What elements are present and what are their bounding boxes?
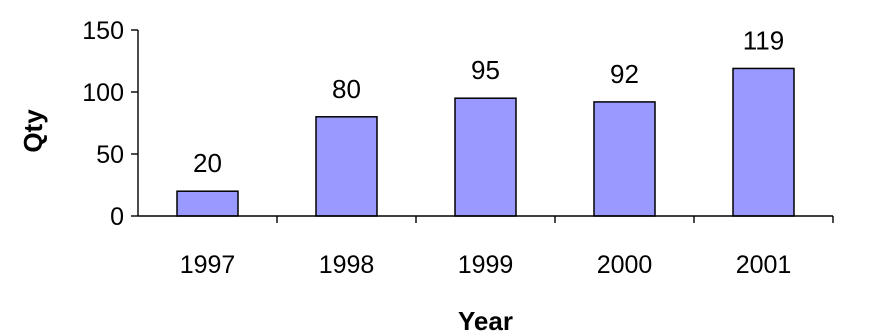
y-axis-ticks: 0 50 100 150: [82, 17, 138, 231]
bar-1997: [176, 190, 239, 217]
data-label-2001: 119: [743, 25, 784, 55]
x-axis-ticks: 1997 1998 1999 2000 2001: [180, 216, 834, 279]
y-tick-label: 50: [96, 141, 124, 169]
data-label-1997: 20: [193, 148, 222, 178]
x-tick-label-1999: 1999: [458, 251, 514, 279]
bar-2000: [593, 101, 656, 217]
x-tick-label-1998: 1998: [319, 251, 375, 279]
bar-1999: [454, 97, 517, 217]
bar-1998: [315, 116, 378, 217]
x-axis-title: Year: [458, 306, 513, 335]
data-label-1999: 95: [471, 55, 500, 85]
y-axis-title: Qty: [18, 109, 48, 153]
bars: 20 80 95 92 119: [176, 25, 795, 217]
x-tick-label-1997: 1997: [180, 251, 236, 279]
y-tick-label: 150: [82, 17, 124, 45]
bar-2001: [732, 67, 795, 217]
data-label-1998: 80: [332, 74, 361, 104]
data-label-2000: 92: [610, 59, 639, 89]
y-tick-label: 100: [82, 79, 124, 107]
y-tick-label: 0: [110, 203, 124, 231]
x-tick-label-2001: 2001: [736, 251, 792, 279]
x-tick-label-2000: 2000: [597, 251, 653, 279]
